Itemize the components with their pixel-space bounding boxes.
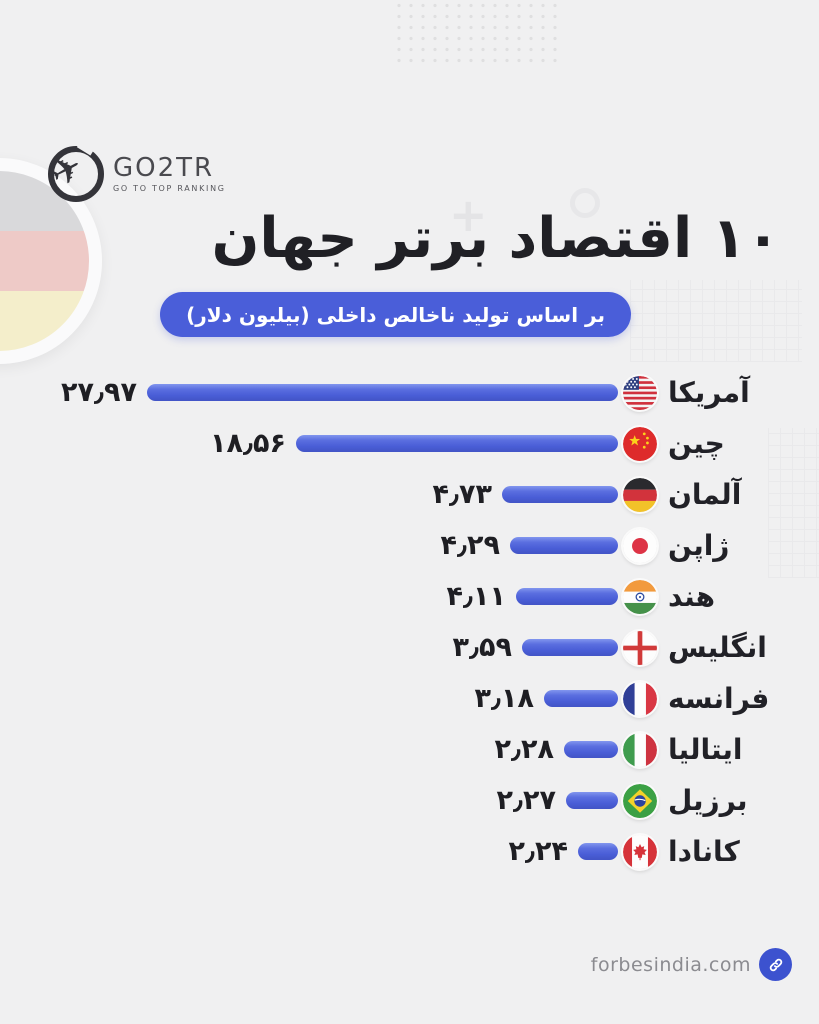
bar-usa [147, 384, 618, 401]
country-label: فرانسه [668, 682, 770, 715]
bar-brazil [566, 792, 618, 809]
value-label: ۴٫۱۱ [446, 581, 506, 612]
value-label: ۴٫۲۹ [440, 530, 500, 561]
plus-decoration: + [449, 188, 488, 242]
page-title: ۱۰ اقتصاد برتر جهان [211, 206, 780, 271]
logo-name: GO2TR [113, 153, 215, 183]
subtitle-badge: بر اساس تولید ناخالص داخلی (بیلیون دلار) [160, 292, 631, 337]
grid-decoration [768, 428, 819, 578]
country-label: انگلیس [668, 631, 767, 664]
bar-england [522, 639, 618, 656]
value-label: ۱۸٫۵۶ [209, 428, 286, 459]
country-label: چین [668, 427, 725, 460]
source-footer: forbesindia.com [591, 948, 792, 981]
chart-row-france: فرانسه ۳٫۱۸ [0, 673, 819, 724]
brazil-flag-icon [623, 783, 657, 818]
chart-row-brazil: برزیل ۲٫۲۷ [0, 775, 819, 826]
bar-japan [510, 537, 618, 554]
canada-flag-icon [623, 834, 657, 869]
india-flag-icon [623, 579, 657, 614]
go2tr-emblem-icon: ✈ [43, 144, 104, 202]
country-label: کانادا [668, 835, 740, 868]
chart-row-germany: آلمان ۴٫۷۳ [0, 469, 819, 520]
bar-chart: آمریکا ۲۷٫۹۷ چین ۱۸٫۵۶ [0, 367, 819, 877]
country-label: ژاپن [668, 529, 730, 562]
grid-decoration [630, 280, 802, 362]
country-label: ایتالیا [668, 733, 743, 766]
bar-germany [502, 486, 618, 503]
value-label: ۲٫۲۸ [494, 734, 554, 765]
country-label: آمریکا [668, 376, 750, 409]
country-label: برزیل [668, 784, 748, 817]
china-flag-icon [623, 426, 657, 461]
source-text: forbesindia.com [590, 953, 751, 976]
value-label: ۲٫۲۷ [496, 785, 556, 816]
germany-flag-icon [623, 477, 657, 512]
value-label: ۳٫۵۹ [452, 632, 512, 663]
france-flag-icon [623, 681, 657, 716]
link-icon[interactable] [759, 948, 792, 981]
italy-flag-icon [623, 732, 657, 767]
country-label: هند [668, 580, 716, 613]
usa-flag-icon [623, 375, 657, 410]
dot-grid-decoration [393, 0, 565, 68]
japan-flag-icon [623, 528, 657, 563]
go2tr-logo: ✈ GO2TR GO TO TOP RANKING [43, 144, 226, 202]
chart-row-usa: آمریکا ۲۷٫۹۷ [0, 367, 819, 418]
england-flag-icon [623, 630, 657, 665]
chart-row-india: هند ۴٫۱۱ [0, 571, 819, 622]
bar-canada [578, 843, 618, 860]
country-label: آلمان [668, 478, 742, 511]
airplane-icon: ✈ [42, 144, 91, 197]
value-label: ۴٫۷۳ [432, 479, 492, 510]
value-label: ۳٫۱۸ [474, 683, 534, 714]
circle-decoration [570, 188, 600, 218]
bar-china [296, 435, 618, 452]
bar-india [516, 588, 618, 605]
bar-italy [564, 741, 618, 758]
value-label: ۲٫۲۴ [508, 836, 568, 867]
bar-france [544, 690, 618, 707]
logo-text: GO2TR GO TO TOP RANKING [113, 155, 226, 193]
logo-tagline: GO TO TOP RANKING [113, 184, 226, 193]
chart-row-japan: ژاپن ۴٫۲۹ [0, 520, 819, 571]
chart-row-england: انگلیس ۳٫۵۹ [0, 622, 819, 673]
chart-row-china: چین ۱۸٫۵۶ [0, 418, 819, 469]
chart-row-canada: کانادا ۲٫۲۴ [0, 826, 819, 877]
chart-row-italy: ایتالیا ۲٫۲۸ [0, 724, 819, 775]
value-label: ۲۷٫۹۷ [60, 377, 137, 408]
